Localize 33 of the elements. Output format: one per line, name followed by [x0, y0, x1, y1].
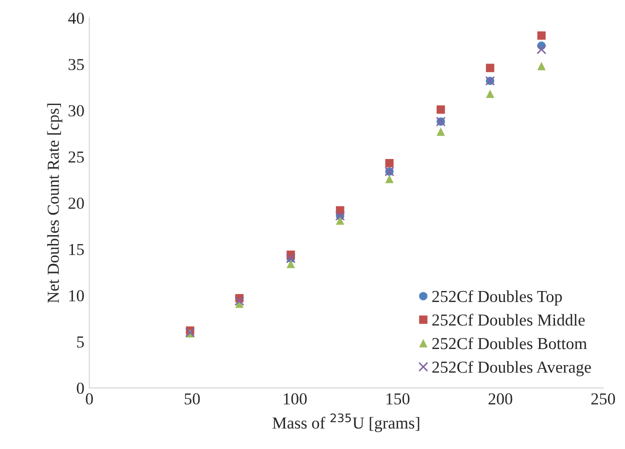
x-axis-title: Mass of $^{235}$U [grams] — [272, 413, 420, 432]
x-tick-label: 150 — [386, 393, 410, 405]
point — [436, 105, 445, 114]
point — [537, 31, 546, 40]
y-tick-label: 0 — [76, 382, 84, 394]
point — [486, 90, 494, 98]
x-tick-label: 200 — [488, 393, 512, 405]
y-tick-label: 40 — [68, 12, 84, 24]
y-tick-label: 35 — [68, 58, 84, 70]
y-axis-title: Net Doubles Count Rate [cps] — [47, 104, 62, 303]
y-tick-label: 10 — [69, 290, 84, 302]
legend-label: 252Cf Doubles Bottom — [432, 337, 587, 350]
point — [536, 44, 546, 54]
legend-label: 252Cf Doubles Top — [432, 290, 562, 306]
y-tick-label: 15 — [69, 244, 84, 256]
y-tick-label: 30 — [68, 105, 84, 116]
legend-label: 252Cf Doubles Middle — [432, 314, 585, 326]
point — [486, 64, 494, 72]
point — [537, 62, 546, 70]
x-tick-label: 50 — [184, 393, 200, 405]
point — [436, 128, 445, 136]
point — [385, 159, 394, 168]
legend-label: 252Cf Doubles Average — [432, 360, 591, 376]
point — [234, 296, 244, 306]
y-tick-label: 5 — [77, 336, 84, 348]
x-tick-label: 0 — [86, 393, 93, 405]
x-tick-label: 250 — [591, 393, 615, 405]
y-tick-label: 25 — [68, 151, 84, 163]
point — [286, 260, 295, 268]
x-tick-label: 100 — [284, 393, 307, 405]
point — [336, 216, 344, 225]
point — [385, 174, 394, 184]
y-tick-label: 20 — [68, 198, 84, 209]
